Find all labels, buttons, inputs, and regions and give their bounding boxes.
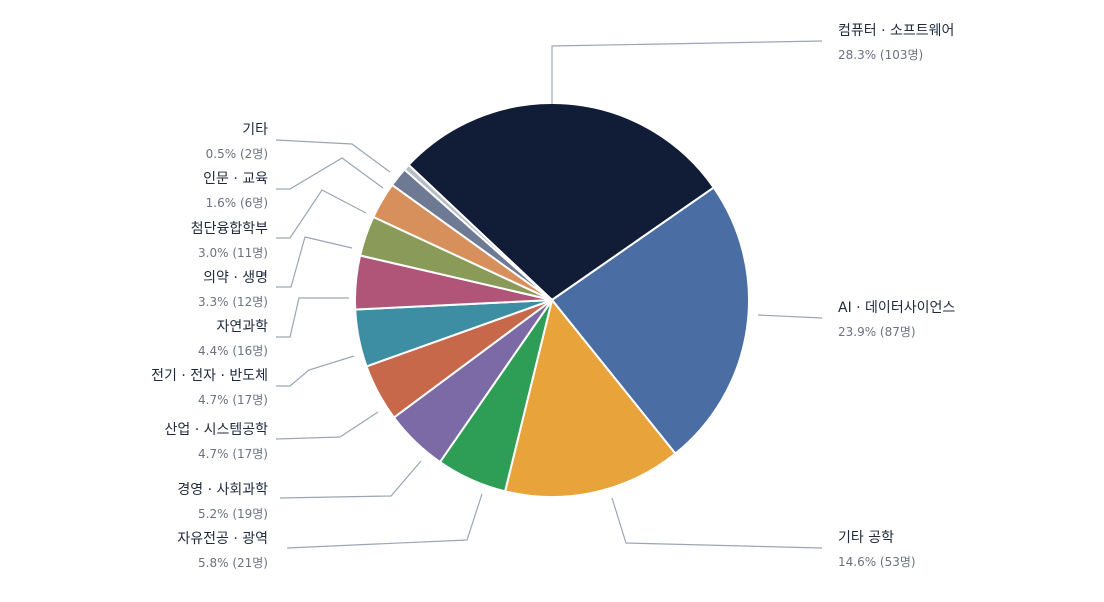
pie-slice bbox=[403, 163, 553, 301]
slice-value-label: 4.4% (16명) bbox=[198, 344, 268, 358]
pie-slice bbox=[503, 297, 677, 498]
slice-label: 산업 · 시스템공학 bbox=[164, 422, 268, 438]
slice-label: 자연과학 bbox=[216, 319, 268, 335]
slice-value-label: 3.3% (12명) bbox=[198, 295, 268, 309]
leader-line bbox=[276, 189, 367, 239]
slice-value-label: 0.5% (2명) bbox=[206, 147, 268, 161]
leader-line bbox=[275, 139, 391, 173]
pie-slices bbox=[354, 102, 750, 498]
slice-label: AI · 데이터사이언스 bbox=[838, 300, 955, 316]
pie-slice bbox=[550, 186, 750, 455]
slice-value-label: 28.3% (103명) bbox=[838, 48, 923, 62]
slice-value-label: 4.7% (17명) bbox=[198, 393, 268, 407]
leader-line bbox=[551, 40, 823, 104]
leader-line bbox=[279, 460, 422, 499]
leader-line bbox=[286, 493, 483, 549]
leader-line bbox=[611, 497, 823, 549]
slice-label: 컴퓨터 · 소프트웨어 bbox=[838, 23, 954, 39]
leader-line bbox=[275, 411, 379, 440]
slice-label: 의약 · 생명 bbox=[203, 270, 268, 286]
leader-lines bbox=[275, 40, 823, 549]
slice-value-label: 23.9% (87명) bbox=[838, 325, 916, 339]
slice-label: 경영 · 사회과학 bbox=[177, 482, 268, 498]
pie-slice bbox=[407, 102, 716, 302]
slice-labels: 컴퓨터 · 소프트웨어 28.3% (103명) AI · 데이터사이언스 23.9%… bbox=[151, 23, 955, 570]
leader-line bbox=[276, 297, 349, 338]
slice-value-label: 5.2% (19명) bbox=[198, 507, 268, 521]
leader-line bbox=[276, 355, 355, 387]
slice-label: 인문 · 교육 bbox=[203, 171, 268, 187]
slice-value-label: 14.6% (53명) bbox=[838, 555, 916, 569]
slice-label: 자유전공 · 광역 bbox=[177, 531, 268, 547]
slice-label: 전기 · 전자 · 반도체 bbox=[151, 368, 268, 384]
slice-value-label: 3.0% (11명) bbox=[198, 246, 268, 260]
slice-label: 기타 공학 bbox=[838, 530, 894, 546]
slice-value-label: 5.8% (21명) bbox=[198, 556, 268, 570]
slice-value-label: 4.7% (17명) bbox=[198, 447, 268, 461]
leader-line bbox=[276, 157, 384, 190]
leader-line bbox=[276, 236, 353, 288]
leader-line bbox=[757, 314, 823, 319]
slice-label: 첨단융합학부 bbox=[191, 221, 268, 237]
slice-value-label: 1.6% (6명) bbox=[206, 196, 268, 210]
slice-label: 기타 bbox=[242, 122, 268, 138]
